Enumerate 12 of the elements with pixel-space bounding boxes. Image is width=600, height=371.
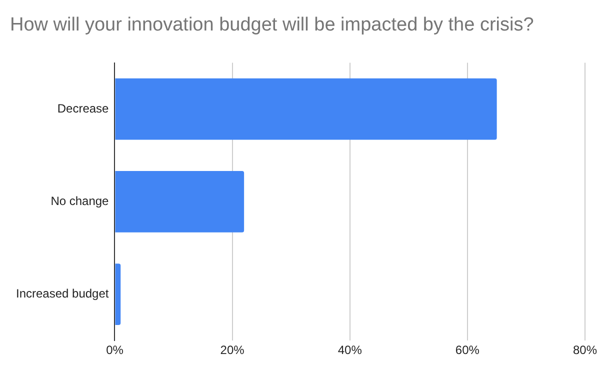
x-tick-label: 0% bbox=[106, 343, 124, 358]
x-tick-label: 20% bbox=[220, 343, 245, 358]
x-tick-label: 40% bbox=[338, 343, 362, 358]
chart-title: How will your innovation budget will be impacted by the crisis? bbox=[10, 14, 534, 36]
bar bbox=[115, 78, 497, 140]
x-tick-label: 60% bbox=[455, 343, 480, 358]
bar bbox=[115, 171, 244, 232]
bar bbox=[115, 264, 121, 325]
y-tick-label: Increased budget bbox=[16, 286, 110, 301]
x-tick-label: 80% bbox=[572, 343, 598, 358]
y-tick-label: Decrease bbox=[57, 101, 110, 116]
y-tick-label: No change bbox=[50, 194, 110, 208]
